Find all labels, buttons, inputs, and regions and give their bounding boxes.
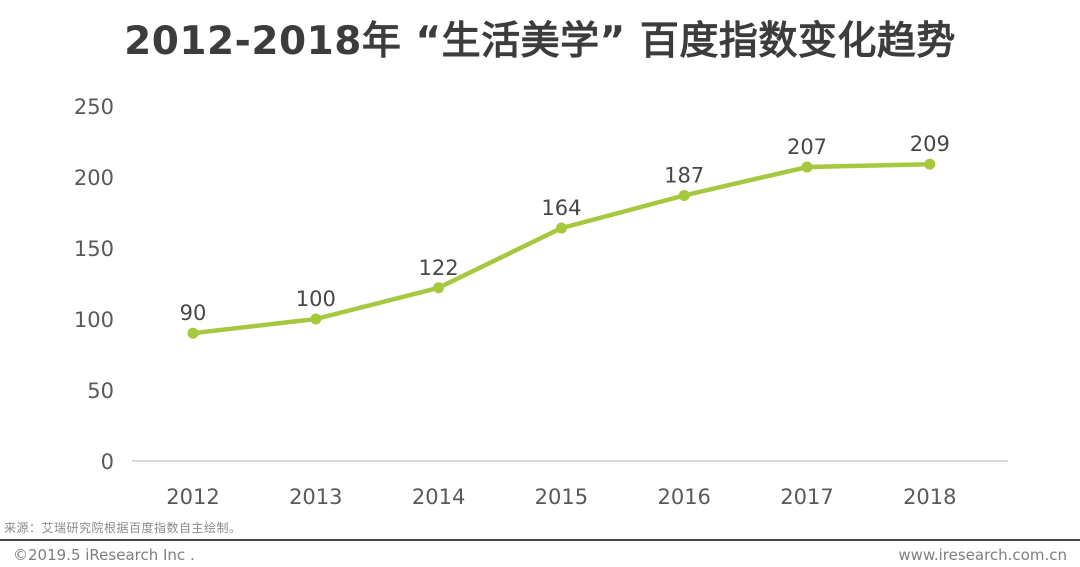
- data-point-2013: [310, 313, 322, 325]
- data-point-value: 122: [419, 256, 459, 280]
- y-axis-tick-label: 250: [74, 95, 114, 119]
- data-point-value: 164: [541, 196, 581, 220]
- data-point-2012: [187, 327, 199, 339]
- data-point-value: 187: [664, 163, 704, 187]
- data-point-2015: [555, 222, 567, 234]
- x-axis-tick-label: 2017: [780, 485, 833, 509]
- data-point-2017: [801, 161, 813, 173]
- data-point-2018: [924, 158, 936, 170]
- website-link[interactable]: www.iresearch.com.cn: [898, 546, 1067, 564]
- x-axis-tick-label: 2016: [657, 485, 710, 509]
- data-point-2014: [433, 282, 445, 294]
- source-note: 来源：艾瑞研究院根据百度指数自主绘制。: [4, 521, 242, 535]
- y-axis-tick-label: 50: [87, 379, 114, 403]
- x-axis-tick-label: 2015: [535, 485, 588, 509]
- x-axis-tick-label: 2013: [289, 485, 342, 509]
- x-axis-tick-label: 2018: [903, 485, 956, 509]
- y-axis-tick-label: 100: [74, 308, 114, 332]
- data-point-value: 100: [296, 287, 336, 311]
- data-point-2016: [678, 189, 690, 201]
- chart-title: 2012-2018年 “生活美学” 百度指数变化趋势: [124, 19, 956, 64]
- data-point-value: 90: [180, 301, 207, 325]
- y-axis-tick-label: 200: [74, 166, 114, 190]
- footer-divider: [0, 539, 1080, 541]
- y-axis-tick-label: 0: [101, 450, 114, 474]
- copyright-text: ©2019.5 iResearch Inc .: [13, 546, 195, 564]
- x-axis-tick-label: 2012: [166, 485, 219, 509]
- y-axis-tick-label: 150: [74, 237, 114, 261]
- data-point-value: 209: [910, 132, 950, 156]
- x-axis-tick-label: 2014: [412, 485, 465, 509]
- data-point-value: 207: [787, 135, 827, 159]
